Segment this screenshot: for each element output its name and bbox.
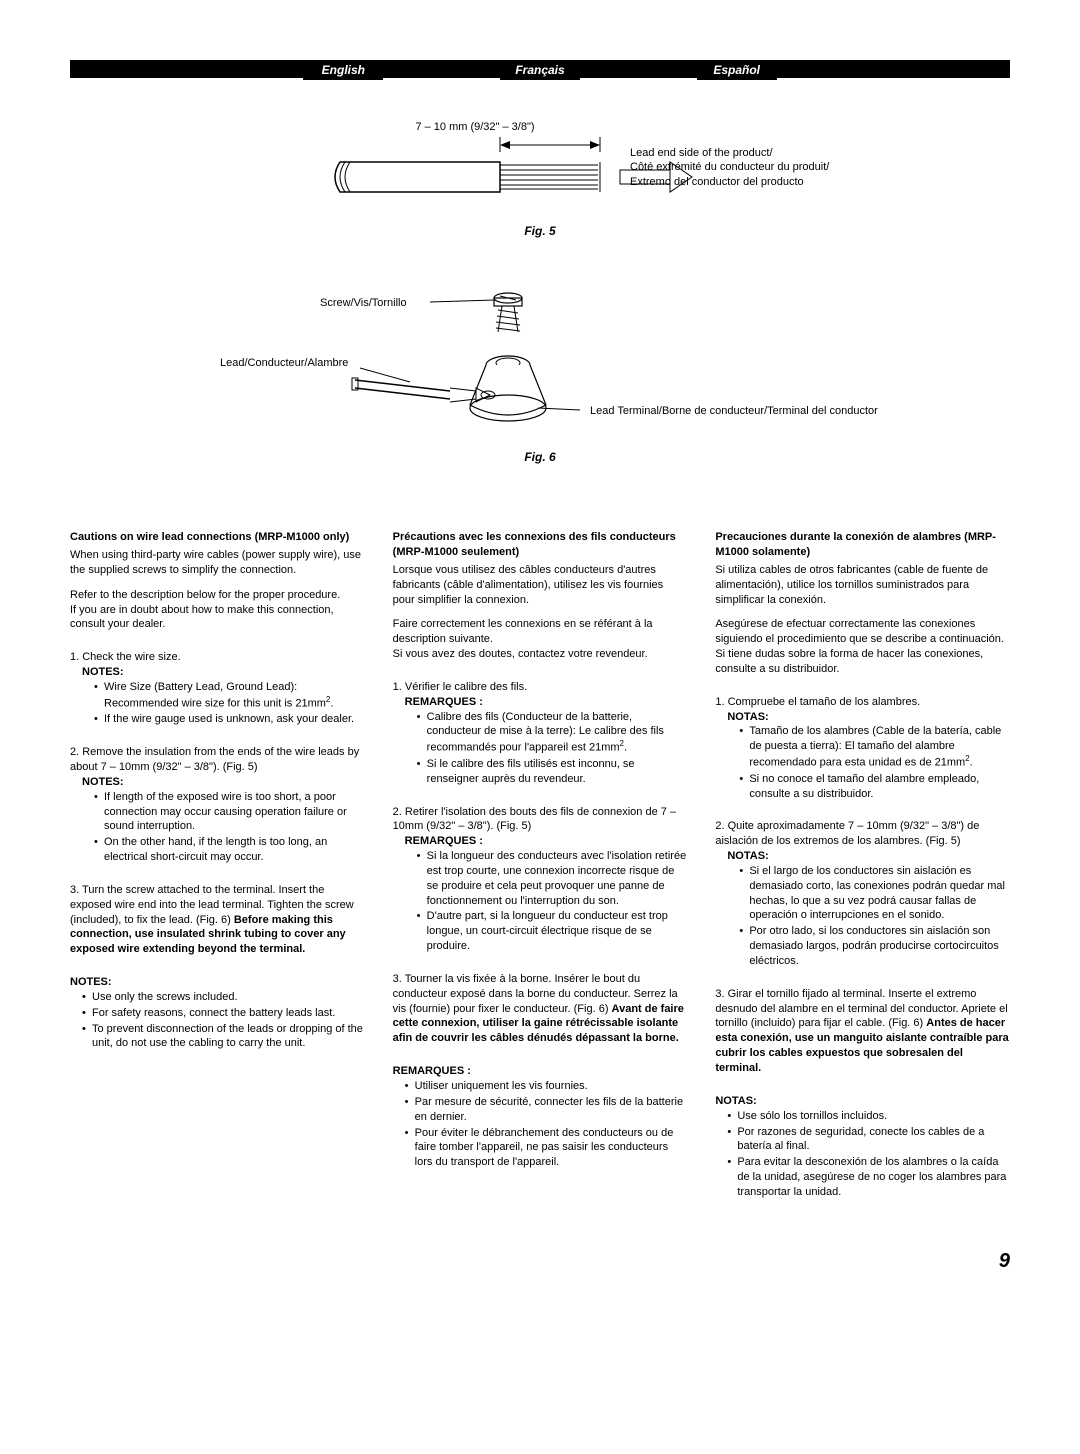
en-step1: 1. Check the wire size. — [70, 650, 365, 665]
diagram-area: 7 – 10 mm (9/32" – 3/8") Lead en — [160, 120, 920, 480]
fr-final-b3: Pour éviter le débranchement des conduct… — [405, 1126, 688, 1171]
fig6-terminal-label: Lead Terminal/Borne de conducteur/Termin… — [590, 404, 878, 418]
en-cautions-title: Cautions on wire lead connections (MRP-M… — [70, 530, 365, 545]
en-step1-b2: If the wire gauge used is unknown, ask y… — [94, 712, 365, 727]
es-step3: 3. Girar el tornillo fijado al terminal.… — [715, 987, 1010, 1076]
en-notes-label: NOTES: — [82, 665, 365, 680]
es-step1: 1. Compruebe el tamaño de los alambres. — [715, 695, 1010, 710]
lang-espanol: Español — [697, 60, 777, 80]
en-cautions-p1: When using third-party wire cables (powe… — [70, 548, 365, 578]
en-final-b2: For safety reasons, connect the battery … — [82, 1006, 365, 1021]
french-column: Précautions avec les connexions des fils… — [393, 530, 688, 1218]
fig6-screw-label: Screw/Vis/Tornillo — [320, 296, 407, 310]
page-number: 9 — [70, 1248, 1010, 1275]
fig5-lead-label: Lead end side of the product/ Côté extré… — [630, 146, 829, 189]
es-step2-b1: Si el largo de los conductores sin aisla… — [739, 864, 1010, 923]
es-cautions-title: Precauciones durante la conexión de alam… — [715, 530, 1010, 560]
fig5-measurement: 7 – 10 mm (9/32" – 3/8") — [30, 120, 920, 135]
fr-step2: 2. Retirer l'isolation des bouts des fil… — [393, 805, 688, 835]
en-step3: 3. Turn the screw attached to the termin… — [70, 883, 365, 957]
fr-step2-b2: D'autre part, si la longueur du conducte… — [417, 909, 688, 954]
fr-step1: 1. Vérifier le calibre des fils. — [393, 680, 688, 695]
fr-step3: 3. Tourner la vis fixée à la borne. Insé… — [393, 972, 688, 1046]
en-cautions-p2: Refer to the description below for the p… — [70, 588, 365, 603]
fig6-caption: Fig. 6 — [160, 449, 920, 465]
es-cautions-p2: Asegúrese de efectuar correctamente las … — [715, 617, 1010, 647]
fr-cautions-p2: Faire correctement les connexions en se … — [393, 617, 688, 647]
language-bar: English Français Español — [70, 60, 1010, 80]
es-step1-b2: Si no conoce el tamaño del alambre emple… — [739, 772, 1010, 802]
en-cautions-p3: If you are in doubt about how to make th… — [70, 603, 365, 633]
figure-6: Screw/Vis/Tornillo Lead/Conducteur/Alamb… — [160, 290, 920, 480]
fr-cautions-p3: Si vous avez des doutes, contactez votre… — [393, 647, 688, 662]
fr-step2-b1: Si la longueur des conducteurs avec l'is… — [417, 849, 688, 908]
lang-francais: Français — [500, 60, 580, 80]
fr-step1-b1: Calibre des fils (Conducteur de la batte… — [417, 710, 688, 756]
es-cautions-p3: Si tiene dudas sobre la forma de hacer l… — [715, 647, 1010, 677]
es-step2: 2. Quite aproximadamente 7 – 10mm (9/32"… — [715, 819, 1010, 849]
fr-final-b1: Utiliser uniquement les vis fournies. — [405, 1079, 688, 1094]
english-column: Cautions on wire lead connections (MRP-M… — [70, 530, 365, 1218]
es-final-b2: Por razones de seguridad, conecte los ca… — [727, 1125, 1010, 1155]
figure-5: 7 – 10 mm (9/32" – 3/8") Lead en — [160, 120, 920, 260]
en-final-b1: Use only the screws included. — [82, 990, 365, 1005]
es-cautions-p1: Si utiliza cables de otros fabricantes (… — [715, 563, 1010, 608]
es-step2-b2: Por otro lado, si los conductores sin ai… — [739, 924, 1010, 969]
terminal-diagram — [300, 290, 800, 450]
fr-final-b2: Par mesure de sécurité, connecter les fi… — [405, 1095, 688, 1125]
es-step1-b1: Tamaño de los alambres (Cable de la bate… — [739, 724, 1010, 770]
spanish-column: Precauciones durante la conexión de alam… — [715, 530, 1010, 1218]
es-final-b1: Use sólo los tornillos incluidos. — [727, 1109, 1010, 1124]
en-step1-b1: Wire Size (Battery Lead, Ground Lead): R… — [94, 680, 365, 711]
fr-cautions-title: Précautions avec les connexions des fils… — [393, 530, 688, 560]
es-final-b3: Para evitar la desconexión de los alambr… — [727, 1155, 1010, 1200]
lang-english: English — [303, 60, 383, 80]
fig5-caption: Fig. 5 — [160, 223, 920, 239]
fr-step1-b2: Si le calibre des fils utilisés est inco… — [417, 757, 688, 787]
content-columns: Cautions on wire lead connections (MRP-M… — [70, 530, 1010, 1218]
fig6-lead-label: Lead/Conducteur/Alambre — [220, 356, 348, 370]
fr-cautions-p1: Lorsque vous utilisez des câbles conduct… — [393, 563, 688, 608]
en-step2-b1: If length of the exposed wire is too sho… — [94, 790, 365, 835]
en-step2: 2. Remove the insulation from the ends o… — [70, 745, 365, 775]
en-final-b3: To prevent disconnection of the leads or… — [82, 1022, 365, 1052]
en-step2-b2: On the other hand, if the length is too … — [94, 835, 365, 865]
